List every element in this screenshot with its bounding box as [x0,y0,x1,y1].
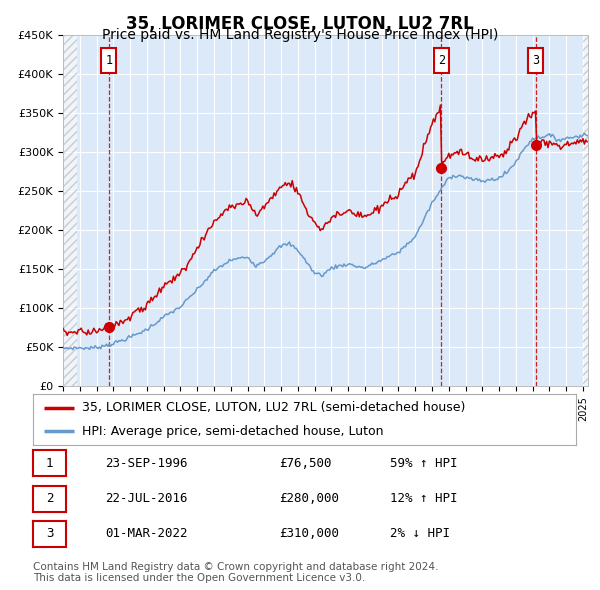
Bar [63,35,77,386]
Text: 59% ↑ HPI: 59% ↑ HPI [390,457,458,470]
Text: 23-SEP-1996: 23-SEP-1996 [105,457,187,470]
Text: 2: 2 [46,492,53,505]
Text: 2% ↓ HPI: 2% ↓ HPI [390,527,450,540]
Text: 12% ↑ HPI: 12% ↑ HPI [390,492,458,505]
Text: 35, LORIMER CLOSE, LUTON, LU2 7RL (semi-detached house): 35, LORIMER CLOSE, LUTON, LU2 7RL (semi-… [82,401,465,414]
Bar [101,48,116,73]
Text: 01-MAR-2022: 01-MAR-2022 [105,527,187,540]
Text: £310,000: £310,000 [279,527,339,540]
Bar [583,35,588,386]
Text: £76,500: £76,500 [279,457,331,470]
Text: 1: 1 [105,54,112,67]
Text: 3: 3 [532,54,539,67]
Text: 3: 3 [46,527,53,540]
Text: Price paid vs. HM Land Registry's House Price Index (HPI): Price paid vs. HM Land Registry's House … [102,28,498,42]
Text: 2: 2 [438,54,445,67]
Text: Contains HM Land Registry data © Crown copyright and database right 2024.
This d: Contains HM Land Registry data © Crown c… [33,562,439,584]
Bar [528,48,543,73]
Text: 22-JUL-2016: 22-JUL-2016 [105,492,187,505]
Text: 1: 1 [46,457,53,470]
Text: 35, LORIMER CLOSE, LUTON, LU2 7RL: 35, LORIMER CLOSE, LUTON, LU2 7RL [126,15,474,33]
Text: £280,000: £280,000 [279,492,339,505]
Bar [434,48,449,73]
Text: HPI: Average price, semi-detached house, Luton: HPI: Average price, semi-detached house,… [82,425,383,438]
